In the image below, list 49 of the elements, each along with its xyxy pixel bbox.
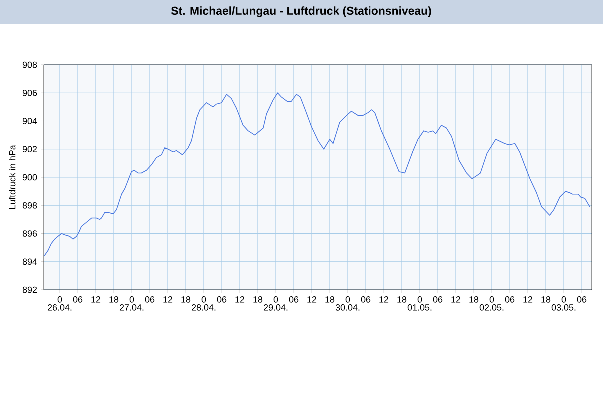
x-tick-label: 18 [470,296,479,303]
x-tick-label: 12 [380,296,389,303]
x-tick-label: 12 [524,296,533,303]
x-tick-label: 18 [326,296,335,303]
x-tick-label: 12 [452,296,461,303]
x-tick-label: 06 [505,296,515,303]
y-tick-label: 908 [22,62,38,68]
x-tick-label: 0 [130,296,134,303]
x-tick-label: 18 [182,296,191,303]
x-tick-label: 0 [346,296,350,303]
x2-tick-label: 27.04. [120,304,144,311]
x-tick-label: 06 [73,296,83,303]
x2-tick-label: 28.04. [192,304,216,311]
y-axis-title: Luftdruck in hPa [9,145,16,210]
y-tick-label: 894 [22,258,38,266]
y-tick-label: 900 [22,174,38,181]
x2-tick-label: 29.04. [264,304,288,311]
x-tick-label: 18 [398,296,407,303]
x-tick-label: 0 [562,296,566,303]
x-tick-label: 06 [361,296,371,303]
y-tick-label: 896 [22,230,38,237]
x-tick-label: 06 [145,296,155,303]
x2-tick-label: 30.04. [336,304,360,311]
x-tick-label: 12 [308,296,317,303]
x2-tick-label: 03.05. [552,304,576,311]
x-tick-label: 18 [542,296,551,303]
x-tick-label: 06 [289,296,299,303]
x-tick-label: 06 [577,296,587,303]
x-tick-label: 06 [217,296,227,303]
y-tick-label: 904 [22,118,38,124]
chart-title: St. Michael/Lungau - Luftdruck (Stationsniveau) [171,6,432,18]
x-tick-label: 0 [418,296,422,303]
x2-tick-label: 02.05. [480,304,504,311]
x-tick-label: 18 [254,296,263,303]
x-tick-label: 12 [164,296,173,303]
x-tick-label: 12 [92,296,101,303]
x-tick-label: 0 [202,296,206,303]
x-tick-label: 0 [274,296,278,303]
y-tick-label: 898 [22,202,38,209]
x-tick-label: 0 [490,296,494,303]
y-tick-label: 906 [22,90,38,96]
y-tick-label: 902 [22,146,38,153]
x-tick-label: 06 [433,296,443,303]
x-tick-label: 0 [58,296,62,303]
x-tick-label: 18 [110,296,119,303]
x2-tick-label: 01.05. [408,304,432,311]
y-tick-label: 892 [22,286,38,294]
x2-tick-label: 26.04. [48,304,72,311]
x-tick-label: 12 [236,296,245,303]
